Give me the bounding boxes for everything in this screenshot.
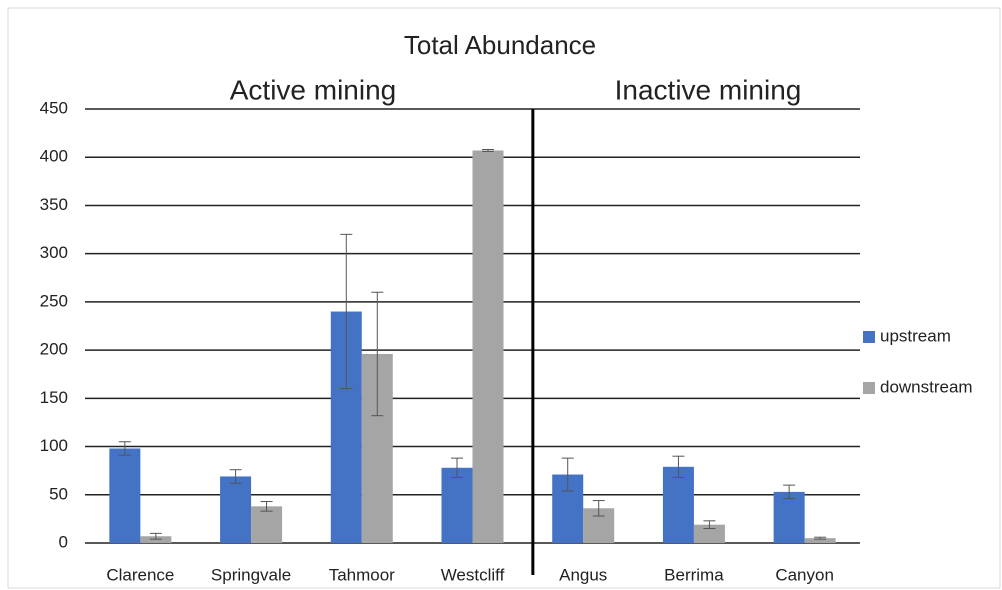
error-bar (592, 500, 605, 517)
bar (472, 150, 504, 543)
y-tick-label: 350 (40, 195, 68, 214)
y-tick-label: 450 (40, 98, 68, 117)
legend-swatch (863, 331, 875, 343)
bar (109, 448, 141, 543)
error-bar (149, 532, 162, 540)
x-tick-label: Tahmoor (329, 565, 395, 584)
annotation: Inactive mining (615, 74, 802, 105)
error-bar (783, 484, 796, 500)
x-tick-label: Clarence (106, 565, 174, 584)
y-tick-label: 250 (40, 291, 68, 310)
error-bar (703, 520, 716, 530)
error-bar (260, 501, 273, 512)
x-tick-label: Springvale (211, 565, 291, 584)
y-tick-label: 150 (40, 388, 68, 407)
x-tick-label: Westcliff (441, 565, 505, 584)
error-bar (672, 455, 685, 478)
error-bar (118, 441, 131, 456)
error-bar (482, 149, 494, 152)
y-tick-label: 0 (59, 532, 68, 551)
bar (251, 506, 283, 543)
x-tick-label: Angus (559, 565, 607, 584)
legend-label: downstream (880, 377, 973, 396)
error-bar (814, 536, 827, 540)
x-tick-label: Berrima (664, 565, 724, 584)
legend-swatch (863, 382, 875, 394)
bar (220, 476, 252, 543)
bar (693, 524, 725, 543)
bar (804, 538, 836, 543)
error-bar (561, 457, 574, 492)
y-tick-label: 200 (40, 340, 68, 359)
error-bar (229, 469, 242, 484)
y-tick-label: 100 (40, 436, 68, 455)
legend-label: upstream (880, 326, 951, 345)
chart-title: Total Abundance (404, 30, 596, 60)
x-tick-label: Canyon (775, 565, 834, 584)
y-tick-label: 50 (49, 484, 68, 503)
error-bar (371, 291, 384, 417)
annotation: Active mining (230, 74, 397, 105)
error-bar (340, 233, 353, 390)
bar (441, 467, 473, 543)
y-tick-label: 300 (40, 243, 68, 262)
chart-border (7, 7, 1001, 589)
y-tick-label: 400 (40, 147, 68, 166)
bar (662, 466, 694, 543)
bar (773, 491, 805, 543)
error-bar (451, 457, 463, 478)
